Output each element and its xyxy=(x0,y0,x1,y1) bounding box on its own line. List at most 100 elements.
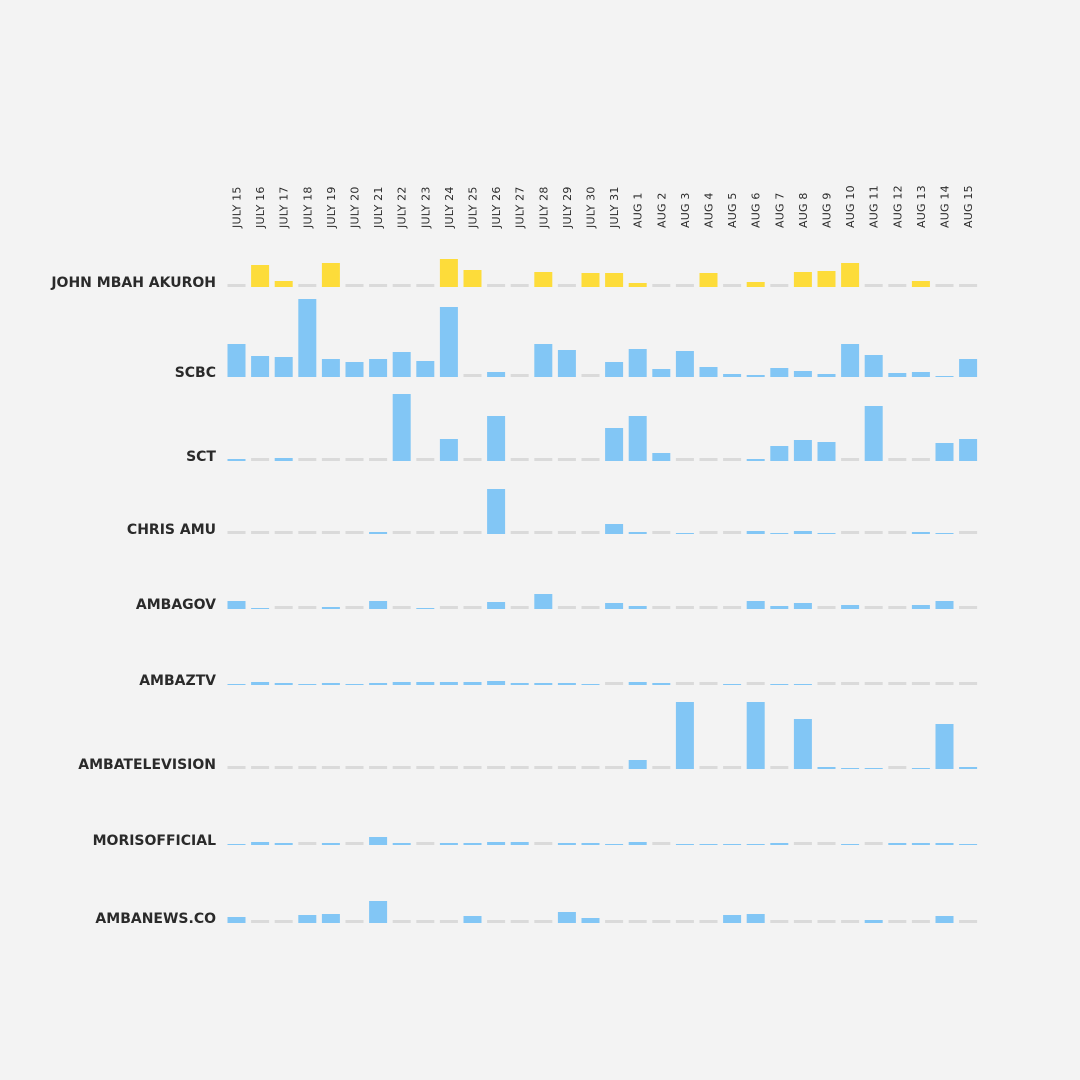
bar-ambaztv-july-22 xyxy=(392,682,411,685)
bar-sct-july-17 xyxy=(274,458,293,461)
empty-marker-ambagov-july-25 xyxy=(463,606,482,609)
empty-marker-ambagov-aug-3 xyxy=(675,606,694,609)
empty-marker-ambagov-july-17 xyxy=(274,606,293,609)
bars-layer xyxy=(227,259,978,923)
series-label-morisofficial: MORISOFFICIAL xyxy=(93,833,216,849)
empty-marker-john-mbah-akuroh-july-22 xyxy=(392,284,411,287)
empty-marker-ambagov-aug-5 xyxy=(723,606,742,609)
bar-chris-amu-aug-8 xyxy=(793,531,812,534)
empty-marker-ambaztv-aug-10 xyxy=(841,682,860,685)
empty-marker-scbc-july-25 xyxy=(463,374,482,377)
empty-marker-ambanews-co-aug-8 xyxy=(793,920,812,923)
date-tick-label-july-27: JULY 27 xyxy=(514,186,527,229)
date-tick-label-july-28: JULY 28 xyxy=(537,186,550,229)
date-tick-label-july-26: JULY 26 xyxy=(490,186,503,229)
empty-marker-john-mbah-akuroh-aug-5 xyxy=(723,284,742,287)
series-label-ambagov: AMBAGOV xyxy=(136,597,216,613)
bar-john-mbah-akuroh-july-30 xyxy=(581,273,600,287)
bar-ambaztv-july-18 xyxy=(298,684,317,685)
series-label-john-mbah-akuroh: JOHN MBAH AKUROH xyxy=(50,275,216,291)
empty-marker-chris-amu-july-19 xyxy=(321,531,340,534)
bar-ambagov-july-15 xyxy=(227,601,246,609)
empty-marker-john-mbah-akuroh-aug-3 xyxy=(675,284,694,287)
empty-marker-chris-amu-july-30 xyxy=(581,531,600,534)
empty-marker-ambaztv-aug-3 xyxy=(675,682,694,685)
series-label-scbc: SCBC xyxy=(175,365,216,381)
date-tick-label-july-25: JULY 25 xyxy=(467,186,480,229)
series-label-chris-amu: CHRIS AMU xyxy=(127,522,216,538)
date-tick-label-july-16: JULY 16 xyxy=(254,186,267,229)
empty-marker-ambatelevision-july-23 xyxy=(416,766,435,769)
bar-scbc-july-28 xyxy=(534,344,553,377)
empty-marker-ambagov-july-20 xyxy=(345,606,364,609)
bar-morisofficial-july-30 xyxy=(581,843,600,845)
bar-chris-amu-aug-6 xyxy=(746,531,765,534)
empty-marker-ambatelevision-july-29 xyxy=(557,766,576,769)
empty-marker-ambanews-co-july-22 xyxy=(392,920,411,923)
empty-marker-ambatelevision-july-15 xyxy=(227,766,246,769)
empty-marker-ambatelevision-aug-4 xyxy=(699,766,718,769)
bar-scbc-july-18 xyxy=(298,299,317,377)
bar-morisofficial-july-19 xyxy=(321,843,340,845)
bar-sct-july-24 xyxy=(439,439,458,461)
bar-morisofficial-aug-4 xyxy=(699,844,718,845)
empty-marker-sct-aug-4 xyxy=(699,458,718,461)
bar-scbc-aug-13 xyxy=(911,372,930,377)
bar-sct-july-31 xyxy=(605,428,624,461)
empty-marker-morisofficial-july-28 xyxy=(534,842,553,845)
empty-marker-sct-aug-13 xyxy=(911,458,930,461)
bar-sct-july-22 xyxy=(392,394,411,461)
date-tick-label-aug-1: AUG 1 xyxy=(632,192,645,228)
empty-marker-ambanews-co-aug-13 xyxy=(911,920,930,923)
bar-chris-amu-aug-7 xyxy=(770,533,789,534)
empty-marker-ambatelevision-july-28 xyxy=(534,766,553,769)
bar-chris-amu-aug-9 xyxy=(817,533,836,534)
empty-marker-scbc-july-27 xyxy=(510,374,529,377)
bar-ambaztv-july-25 xyxy=(463,682,482,685)
empty-marker-sct-july-28 xyxy=(534,458,553,461)
date-axis-labels: JULY 15 JULY 16 JULY 17 JULY 18 JULY 19 JULY … xyxy=(231,185,976,229)
empty-marker-chris-amu-aug-10 xyxy=(841,531,860,534)
series-row-sct xyxy=(227,394,978,461)
bar-ambanews-co-aug-5 xyxy=(723,915,742,923)
bar-ambaztv-july-27 xyxy=(510,683,529,685)
date-tick-label-aug-15: AUG 15 xyxy=(962,185,975,228)
date-tick-label-aug-4: AUG 4 xyxy=(703,192,716,228)
bar-ambaztv-july-26 xyxy=(487,681,506,685)
bar-ambagov-aug-6 xyxy=(746,601,765,609)
empty-marker-ambaztv-aug-11 xyxy=(864,682,883,685)
row-labels: JOHN MBAH AKUROH SCBC SCT CHRIS AMU AMBAGOV A… xyxy=(50,275,216,927)
bar-morisofficial-aug-1 xyxy=(628,842,647,845)
bar-ambaztv-aug-2 xyxy=(652,683,671,685)
bar-sct-aug-9 xyxy=(817,442,836,461)
bar-chris-amu-aug-13 xyxy=(911,532,930,534)
bar-scbc-july-15 xyxy=(227,344,246,377)
bar-ambagov-july-21 xyxy=(369,601,388,609)
empty-marker-chris-amu-july-22 xyxy=(392,531,411,534)
empty-marker-morisofficial-july-18 xyxy=(298,842,317,845)
series-row-ambaztv xyxy=(227,681,978,685)
empty-marker-john-mbah-akuroh-aug-7 xyxy=(770,284,789,287)
empty-marker-ambagov-aug-15 xyxy=(959,606,978,609)
empty-marker-ambagov-july-22 xyxy=(392,606,411,609)
bar-ambagov-aug-8 xyxy=(793,603,812,609)
bar-morisofficial-july-31 xyxy=(605,844,624,845)
bar-ambanews-co-aug-6 xyxy=(746,914,765,923)
bar-sct-aug-14 xyxy=(935,443,954,461)
bar-chris-amu-july-21 xyxy=(369,532,388,534)
series-row-john-mbah-akuroh xyxy=(227,259,978,287)
bar-ambagov-aug-13 xyxy=(911,605,930,609)
date-tick-label-july-19: JULY 19 xyxy=(325,186,338,229)
empty-marker-sct-july-27 xyxy=(510,458,529,461)
bar-scbc-july-23 xyxy=(416,361,435,377)
empty-marker-ambatelevision-july-30 xyxy=(581,766,600,769)
bar-ambatelevision-aug-14 xyxy=(935,724,954,769)
date-tick-label-july-20: JULY 20 xyxy=(349,186,362,229)
empty-marker-chris-amu-july-18 xyxy=(298,531,317,534)
bar-chris-amu-july-31 xyxy=(605,524,624,534)
empty-marker-ambanews-co-aug-7 xyxy=(770,920,789,923)
empty-marker-ambatelevision-aug-5 xyxy=(723,766,742,769)
empty-marker-ambatelevision-aug-2 xyxy=(652,766,671,769)
